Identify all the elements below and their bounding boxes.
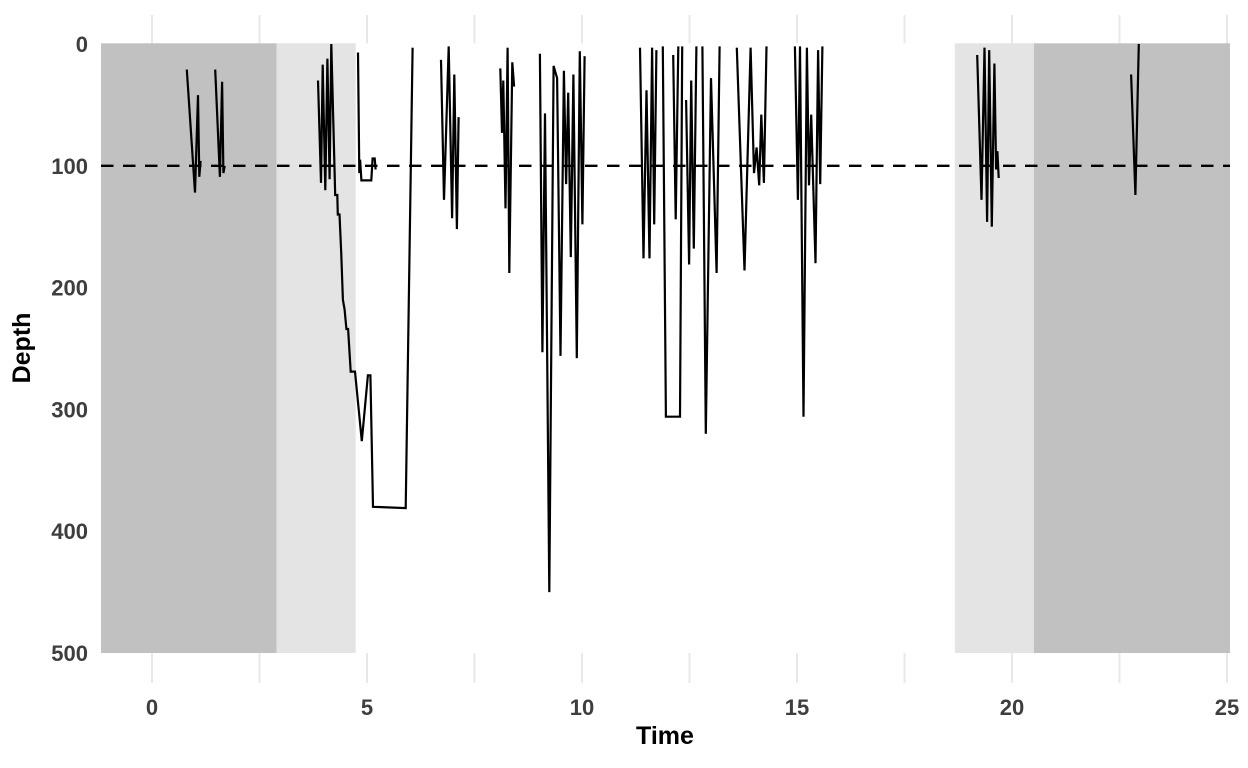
y-tick-label: 300 [51, 397, 88, 422]
x-tick-label: 25 [1215, 695, 1239, 720]
dive-trace [685, 46, 698, 265]
dive-trace [316, 43, 414, 510]
x-axis-title: Time [636, 722, 694, 750]
dive-trace [356, 52, 377, 182]
dive-trace [439, 46, 460, 230]
dive-trace [538, 51, 586, 593]
y-tick-label: 0 [76, 32, 88, 57]
y-tick-label: 100 [51, 154, 88, 179]
dive-trace [793, 46, 824, 417]
y-tick-label: 500 [51, 641, 88, 666]
dive-trace [1130, 43, 1140, 196]
dive-trace [499, 47, 516, 274]
x-tick-label: 5 [361, 695, 373, 720]
dive-trace [735, 46, 768, 271]
dive-trace [214, 69, 226, 177]
x-axis-tick-labels: 0 5 10 15 20 25 [146, 695, 1239, 720]
y-axis-title: Depth [8, 313, 36, 384]
shaded-band-dark [101, 43, 277, 654]
shaded-band-light [276, 43, 356, 654]
shaded-band-dark [1033, 43, 1230, 654]
dive-trace [638, 47, 658, 259]
y-axis-tick-labels: 0 100 200 300 400 500 [51, 32, 88, 666]
y-tick-label: 400 [51, 519, 88, 544]
x-tick-label: 15 [785, 695, 809, 720]
x-tick-label: 20 [1000, 695, 1024, 720]
y-tick-label: 200 [51, 276, 88, 301]
x-tick-label: 0 [146, 695, 158, 720]
dive-traces [185, 43, 1140, 593]
x-tick-label: 10 [570, 695, 594, 720]
shaded-band-light [954, 43, 1034, 654]
dive-trace [672, 46, 680, 220]
dive-trace [701, 46, 721, 434]
dive-trace [661, 46, 684, 418]
dive-trace [976, 47, 1000, 227]
dive-trace [185, 69, 202, 193]
